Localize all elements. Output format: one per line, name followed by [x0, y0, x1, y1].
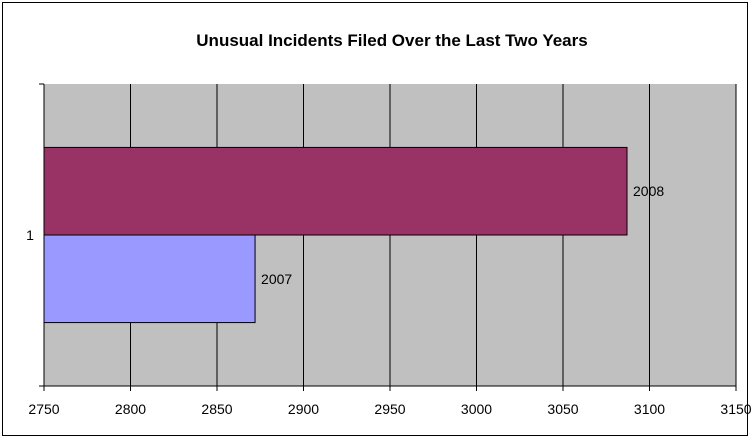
x-tick-label: 2900: [288, 401, 319, 417]
category-label: 1: [26, 227, 34, 243]
axes: [39, 83, 737, 391]
data-label-2008: 2008: [633, 183, 664, 199]
chart-title: Unusual Incidents Filed Over the Last Tw…: [196, 31, 587, 50]
bar-2008: [43, 146, 628, 236]
x-tick-label: 2750: [28, 401, 59, 417]
x-tick-label: 3150: [720, 401, 751, 417]
bars: 2008 2007: [43, 146, 664, 324]
x-tick-labels: 2750 2800 2850 2900 2950 3000 3050 3100 3150: [28, 401, 751, 417]
bar-2007: [43, 234, 256, 324]
x-tick-label: 3050: [547, 401, 578, 417]
x-tick-label: 2950: [374, 401, 405, 417]
data-label-2007: 2007: [261, 271, 292, 287]
x-tick-label: 3100: [634, 401, 665, 417]
x-tick-label: 3000: [461, 401, 492, 417]
x-tick-label: 2850: [201, 401, 232, 417]
x-tick-label: 2800: [115, 401, 146, 417]
